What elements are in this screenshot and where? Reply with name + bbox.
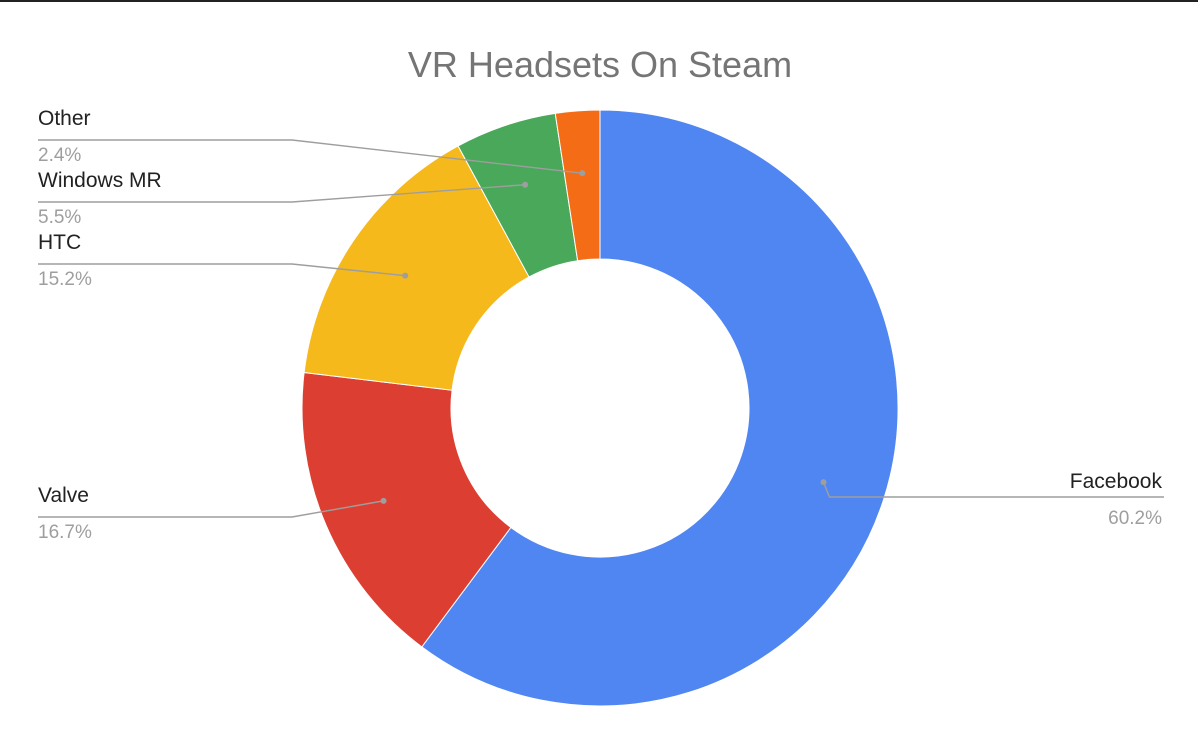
label-value-windows-mr: 5.5% <box>38 207 81 228</box>
slice-htc <box>303 145 530 391</box>
leader-dot-windows-mr <box>522 181 529 188</box>
label-name-facebook: Facebook <box>1070 470 1163 493</box>
top-border <box>0 0 1198 2</box>
slice-facebook <box>421 109 899 707</box>
chart-title: VR Headsets On Steam <box>408 44 792 85</box>
label-name-valve: Valve <box>38 484 89 507</box>
leader-dot-other <box>579 170 586 177</box>
leader-line-htc <box>38 263 406 277</box>
leader-dot-valve <box>380 497 387 504</box>
label-value-facebook: 60.2% <box>1108 508 1162 529</box>
label-value-htc: 15.2% <box>38 269 92 290</box>
label-name-other: Other <box>38 107 91 130</box>
slice-valve <box>301 371 512 648</box>
label-value-other: 2.4% <box>38 145 81 166</box>
label-name-htc: HTC <box>38 231 81 254</box>
leader-line-other <box>38 139 583 174</box>
label-name-windows-mr: Windows MR <box>38 169 162 192</box>
leader-line-valve <box>38 500 384 518</box>
leader-dot-facebook <box>820 479 827 486</box>
leader-line-facebook <box>822 481 1164 498</box>
leader-dot-htc <box>402 272 409 279</box>
label-value-valve: 16.7% <box>38 522 92 543</box>
leader-line-windows-mr <box>38 184 526 203</box>
slice-other <box>554 109 601 262</box>
callout-labels: Facebook 60.2% Valve 16.7% HTC 15.2% Windows M… <box>38 107 1164 543</box>
donut-slices <box>301 109 899 707</box>
